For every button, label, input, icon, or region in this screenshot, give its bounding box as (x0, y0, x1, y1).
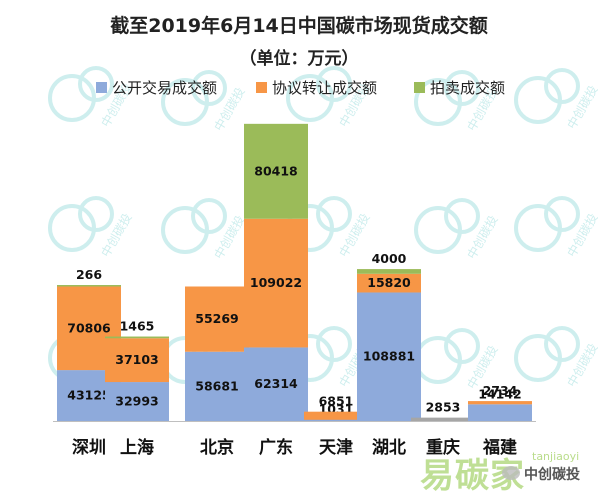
wechat-icon (502, 466, 520, 480)
legend-label-1: 公开交易成交额 (112, 79, 217, 97)
data-label-8-1: 14142 (478, 386, 522, 401)
data-label-2-3: 1465 (120, 319, 155, 334)
chart-title: 截至2019年6月14日中国碳市场现货成交额 (110, 14, 488, 37)
brand-watermark-text: 中创碳投 (524, 467, 580, 483)
category-label-8: 福建 (482, 437, 517, 458)
data-label-1-3: 266 (76, 267, 102, 282)
legend-label-2: 协议转让成交额 (272, 79, 377, 97)
bar-6-series-1 (357, 292, 421, 421)
category-label-1: 深圳 (72, 437, 106, 458)
bar-5-series-2 (304, 411, 368, 420)
data-label-1-1: 43125 (67, 388, 111, 403)
bar-5-series-1 (304, 419, 368, 421)
legend-swatch-1 (96, 82, 107, 93)
bar-6-series-3 (357, 269, 421, 274)
bar-1-series-3 (57, 285, 121, 287)
data-label-2-2: 37103 (115, 352, 159, 367)
site-watermark: 易碳家 tanjiaoyi 中创碳投 (420, 446, 596, 496)
category-label-3: 北京 (200, 437, 234, 458)
data-label-3-1: 58681 (195, 378, 239, 393)
site-url-text: tanjiaoyi (532, 450, 580, 463)
data-label-5-2: 6851 (319, 394, 354, 409)
data-label-6-3: 4000 (372, 251, 407, 266)
bar-2-series-3 (105, 336, 169, 339)
bar-4-series-3 (244, 123, 308, 219)
bar-4-series-1 (244, 347, 308, 421)
data-label-1-2: 70806 (67, 320, 111, 335)
bar-3-series-1 (185, 351, 249, 421)
data-label-4-3: 80418 (254, 163, 298, 178)
category-label-2: 上海 (120, 437, 154, 458)
data-label-4-1: 62314 (254, 376, 298, 391)
category-label-5: 天津 (319, 437, 353, 458)
legend-label-3: 拍卖成交额 (430, 79, 505, 97)
bar-2-series-2 (105, 338, 169, 383)
bar-2-series-1 (105, 382, 169, 421)
category-label-6: 湖北 (372, 438, 406, 458)
data-label-7-1: 2853 (426, 400, 461, 415)
bar-8-series-2 (468, 401, 532, 405)
legend-swatch-2 (256, 82, 267, 93)
data-label-6-1: 108881 (363, 349, 415, 364)
data-label-3-2: 55269 (195, 311, 239, 326)
data-label-6-2: 15820 (367, 275, 411, 290)
bar-8-series-1 (468, 404, 532, 421)
chart-subtitle: （单位：万元） (240, 48, 359, 69)
category-label-7: 重庆 (426, 437, 460, 458)
bar-7-series-1 (411, 417, 475, 421)
data-label-2-1: 32993 (115, 394, 159, 409)
data-label-8-2: 2734 (483, 383, 518, 398)
bar-4-series-2 (244, 218, 308, 348)
bar-6-series-2 (357, 273, 421, 293)
category-label-4: 广东 (259, 437, 293, 458)
bar-3-series-2 (185, 286, 249, 352)
legend-swatch-3 (414, 82, 425, 93)
data-label-4-2: 109022 (250, 275, 302, 290)
